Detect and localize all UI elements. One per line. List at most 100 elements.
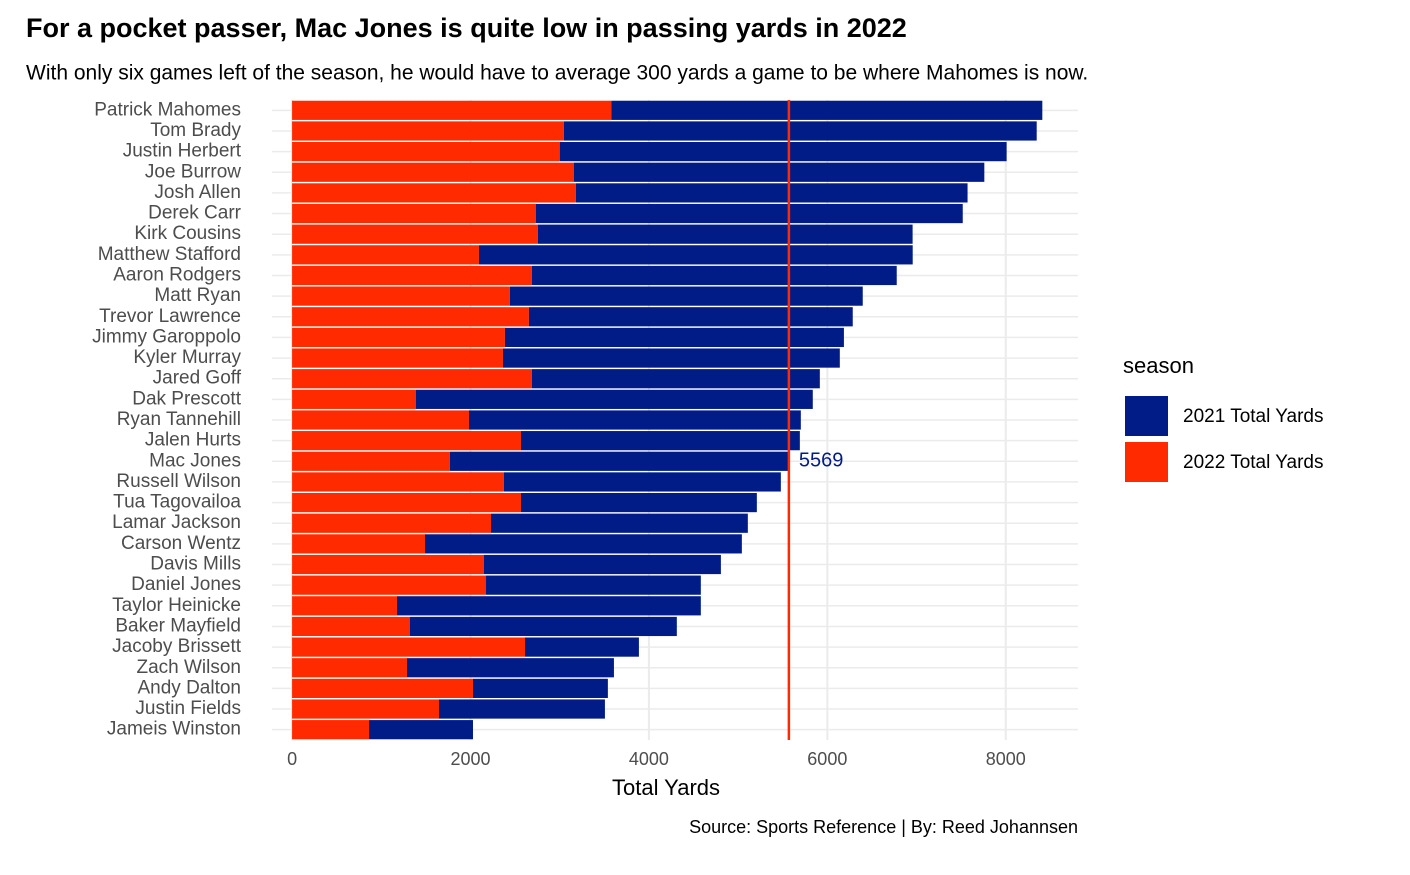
bar-segment	[611, 100, 1043, 120]
bar-segment	[410, 616, 677, 637]
y-tick-label: Josh Allen	[154, 182, 241, 203]
y-tick-label: Mac Jones	[149, 450, 241, 471]
bar-segment	[292, 472, 504, 492]
legend-label: 2022 Total Yards	[1183, 452, 1324, 473]
y-tick-label: Jared Goff	[153, 368, 242, 389]
bar-segment	[292, 203, 536, 224]
bar-segment	[520, 492, 757, 513]
bar-segment	[292, 720, 370, 740]
y-tick-label: Patrick Mahomes	[94, 99, 241, 120]
y-tick-label: Jalen Hurts	[145, 430, 241, 451]
y-tick-label: Lamar Jackson	[112, 512, 241, 533]
legend-key	[1125, 442, 1168, 482]
bar-segment	[292, 596, 397, 616]
y-tick-label: Taylor Heinicke	[112, 595, 241, 616]
y-tick-label: Jameis Winston	[107, 719, 241, 740]
bar-segment	[509, 286, 863, 306]
bar-segment	[503, 472, 781, 492]
bar-segment	[292, 369, 532, 389]
x-axis-label: Total Yards	[612, 775, 720, 800]
bar-segment	[573, 162, 985, 182]
y-tick-label: Aaron Rodgers	[113, 264, 241, 285]
y-tick-label: Trevor Lawrence	[99, 306, 241, 327]
y-tick-label: Jimmy Garoppolo	[92, 326, 241, 347]
y-tick-label: Andy Dalton	[137, 677, 241, 698]
caption: Source: Sports Reference | By: Reed Joha…	[689, 817, 1078, 837]
bar-segment	[415, 389, 813, 409]
bar-segment	[396, 596, 701, 616]
y-tick-label: Ryan Tannehill	[117, 409, 241, 430]
bar-segment	[292, 327, 505, 348]
bar-segment	[292, 121, 564, 141]
bar-segment	[292, 658, 407, 678]
bar-segment	[292, 699, 439, 719]
bar-segment	[292, 431, 521, 451]
bar-segment	[292, 142, 560, 162]
bar-segment	[292, 245, 479, 265]
bar-segment	[504, 327, 844, 348]
bar-segment	[292, 389, 416, 409]
y-tick-label: Kyler Murray	[133, 347, 241, 368]
chart-title: For a pocket passer, Mac Jones is quite …	[26, 13, 907, 43]
bar-segment	[491, 513, 748, 533]
bar-segment	[575, 183, 968, 203]
bar-segment	[292, 451, 450, 471]
bar-segment	[520, 431, 800, 451]
bar-segment	[502, 348, 840, 368]
bar-segment	[524, 637, 639, 657]
bar-segment	[531, 265, 897, 286]
y-tick-label: Baker Mayfield	[115, 615, 241, 636]
x-tick-label: 0	[287, 749, 297, 769]
bar-segment	[292, 162, 574, 182]
y-tick-label: Russell Wilson	[116, 471, 241, 492]
bar-segment	[292, 513, 492, 533]
bar-segment	[292, 183, 576, 203]
legend-label: 2021 Total Yards	[1183, 406, 1324, 427]
bar-segment	[468, 410, 801, 430]
y-tick-label: Matt Ryan	[154, 285, 241, 306]
y-tick-label: Davis Mills	[150, 554, 241, 575]
reference-label: 5569	[799, 450, 844, 472]
bar-segment	[292, 410, 469, 430]
y-tick-label: Tua Tagovailoa	[113, 492, 241, 513]
bar-segment	[472, 678, 608, 698]
bar-segment	[292, 224, 538, 244]
y-tick-label: Carson Wentz	[121, 533, 241, 554]
bar-segment	[424, 534, 742, 554]
bar-segment	[292, 637, 525, 657]
x-tick-label: 4000	[629, 749, 669, 769]
bar-segment	[535, 203, 963, 224]
bar-segment	[563, 121, 1037, 141]
y-tick-label: Derek Carr	[148, 203, 242, 224]
bar-segment	[483, 554, 721, 575]
bar-segment	[292, 100, 612, 120]
x-tick-label: 2000	[450, 749, 490, 769]
bar-segment	[369, 720, 473, 740]
bar-segment	[292, 307, 529, 327]
legend-title: season	[1123, 353, 1194, 378]
bar-segment	[292, 348, 503, 368]
x-tick-label: 6000	[807, 749, 847, 769]
x-tick-label: 8000	[986, 749, 1026, 769]
y-tick-label: Dak Prescott	[132, 388, 241, 409]
bar-segment	[292, 265, 532, 286]
bar-segment	[531, 369, 820, 389]
bar-segment	[292, 286, 510, 306]
bar-segment	[478, 245, 913, 265]
y-tick-label: Kirk Cousins	[134, 223, 241, 244]
legend-key	[1125, 396, 1168, 436]
y-tick-label: Justin Herbert	[123, 141, 242, 162]
bar-segment	[292, 616, 411, 637]
y-tick-label: Justin Fields	[135, 698, 241, 719]
bar-segment	[559, 142, 1007, 162]
y-tick-label: Matthew Stafford	[98, 244, 241, 265]
bar-segment	[486, 575, 701, 595]
y-tick-label: Daniel Jones	[131, 574, 241, 595]
y-tick-label: Joe Burrow	[145, 161, 241, 182]
bar-segment	[537, 224, 913, 244]
chart-subtitle: With only six games left of the season, …	[26, 62, 1088, 85]
bar-segment	[292, 678, 473, 698]
bar-segment	[528, 307, 853, 327]
